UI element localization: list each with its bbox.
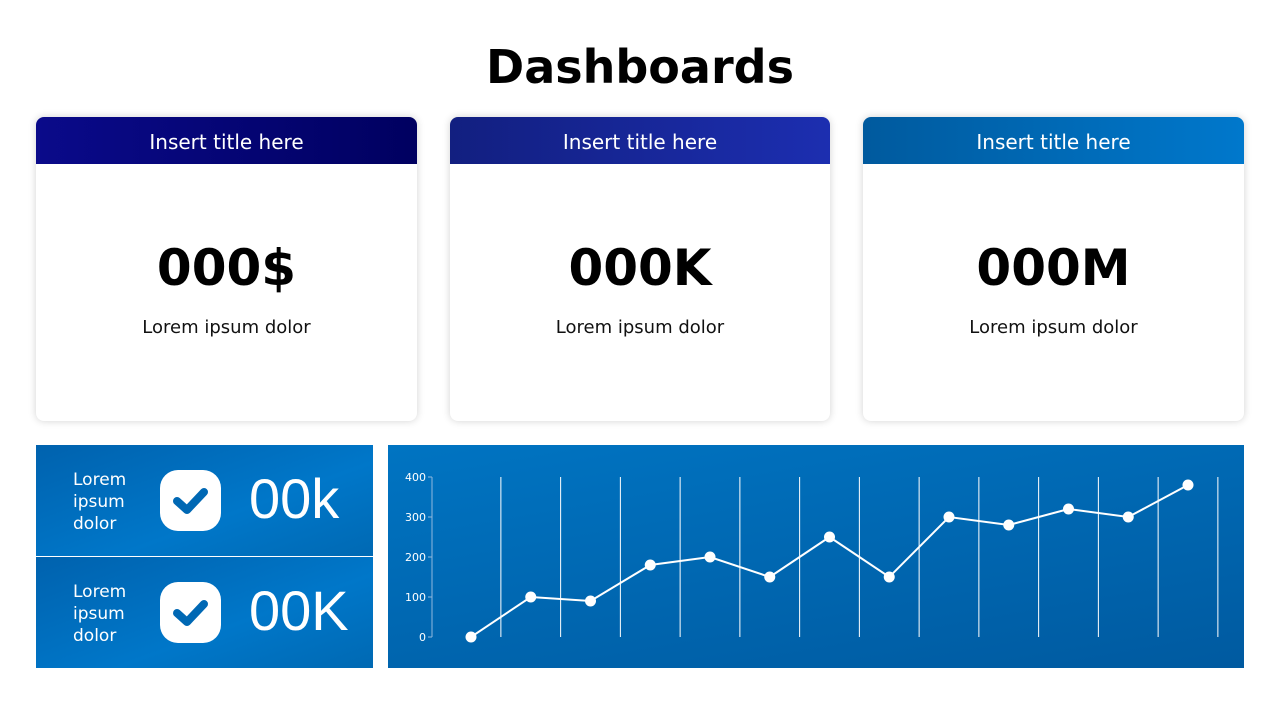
data-point [1122,511,1134,523]
y-tick-label: 100 [405,591,426,604]
data-point [1182,479,1194,491]
y-tick-label: 300 [405,511,426,524]
line-chart: 0 100 200 300 400 [405,471,1219,644]
kpi-card-3: Insert title here 000M Lorem ipsum dolor [863,117,1244,421]
data-point [465,631,477,643]
data-point [525,591,537,603]
y-tick-label: 200 [405,551,426,564]
stat-label-line: dolor [73,514,117,534]
page-title: Dashboards [486,40,794,94]
data-point [585,595,596,607]
card-caption: Lorem ipsum dolor [142,317,311,338]
card-title: Insert title here [36,117,417,164]
data-point [824,531,835,543]
stat-row-1: Lorem ipsum dolor 00k [36,445,373,556]
y-tick-label: 0 [419,631,426,644]
card-value: 000K [568,239,712,297]
stat-label-line: dolor [73,626,117,646]
card-title: Insert title here [450,117,830,164]
stat-value: 00k [249,467,340,530]
data-point [764,571,776,583]
y-tick-label: 400 [405,471,426,484]
kpi-card-2: Insert title here 000K Lorem ipsum dolor [450,117,830,421]
stat-label: Lorem ipsum dolor [73,581,126,647]
card-caption: Lorem ipsum dolor [969,317,1138,338]
card-value: 000M [976,239,1131,297]
data-point [943,511,955,523]
stat-label-line: ipsum [73,604,125,624]
stat-label-line: Lorem [73,470,127,490]
data-point [644,559,656,571]
card-value: 000$ [156,239,297,297]
card-caption: Lorem ipsum dolor [555,317,725,338]
line-chart-panel: 0 100 200 300 400 [388,445,1244,668]
data-point [883,571,895,583]
check-icon [160,470,221,531]
check-icon [160,582,221,643]
stat-row-2: Lorem ipsum dolor 00K [36,557,373,668]
stat-label-line: ipsum [73,492,125,512]
data-point [1063,503,1074,515]
data-point [704,551,716,563]
stat-label: Lorem ipsum dolor [73,469,126,535]
stat-value: 00K [249,579,349,642]
data-point [1003,519,1015,531]
card-title: Insert title here [863,117,1244,164]
series-line [470,484,1189,638]
stat-label-line: Lorem [73,582,127,602]
kpi-card-1: Insert title here 000$ Lorem ipsum dolor [36,117,417,421]
